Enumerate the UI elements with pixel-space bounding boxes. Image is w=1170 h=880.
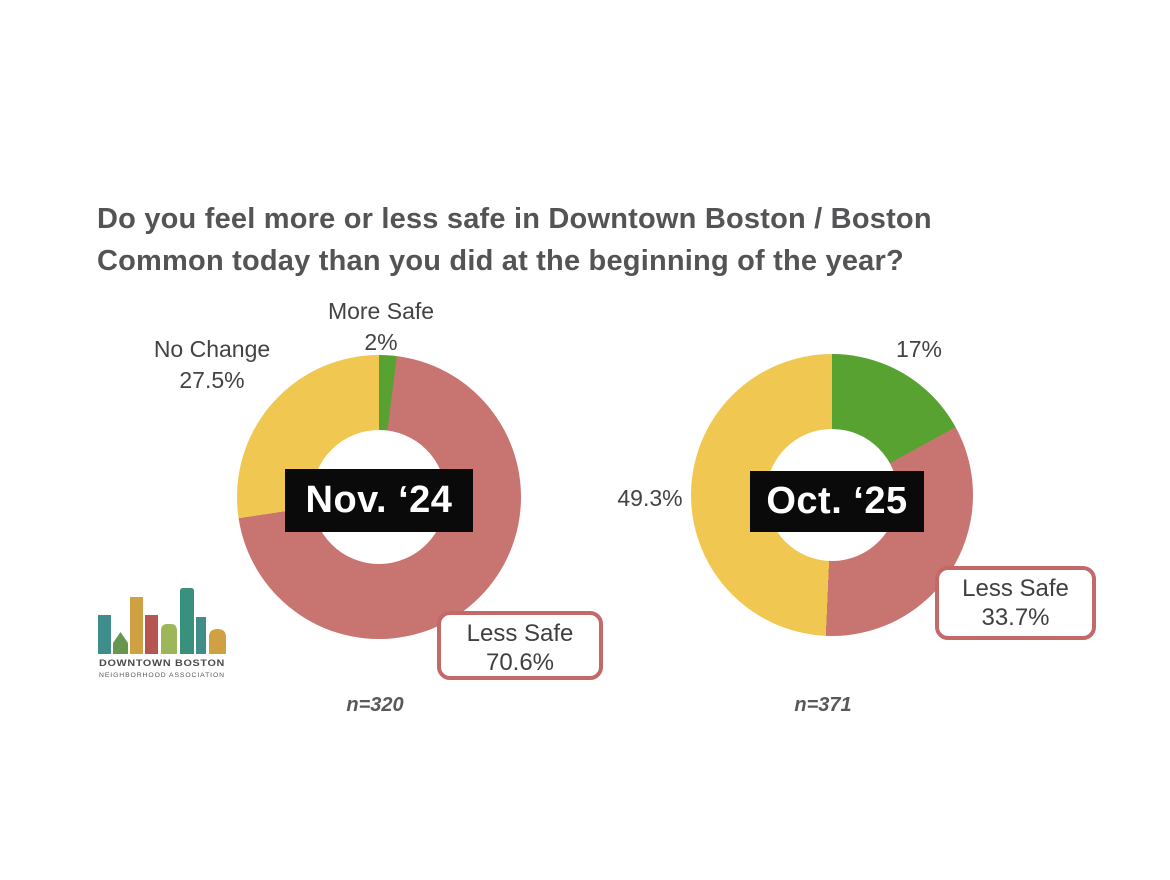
logo-bar-icon — [130, 597, 143, 654]
logo-bar-icon — [209, 629, 226, 654]
logo-bar-icon — [145, 615, 158, 654]
label-no-change-nov24-value: 27.5% — [179, 367, 245, 393]
label-no-change-nov24: No Change 27.5% — [126, 334, 298, 396]
logo-bar-icon — [161, 624, 177, 654]
callout-less-safe-oct25-name: Less Safe — [962, 575, 1069, 602]
dbna-logo: DOWNTOWN BOSTON NEIGHBORHOOD ASSOCIATION — [98, 588, 226, 679]
sample-size-nov24: n=320 — [346, 694, 404, 716]
sample-size-oct25: n=371 — [794, 694, 852, 716]
logo-house-icon — [113, 632, 128, 654]
page-title-line2: Common today than you did at the beginni… — [97, 245, 904, 277]
callout-less-safe-nov24: Less Safe 70.6% — [437, 611, 603, 680]
label-no-change-oct25: 49.3% — [596, 483, 704, 514]
label-more-safe-oct25-value: 17% — [895, 336, 943, 362]
label-no-change-nov24-name: No Change — [153, 336, 271, 362]
label-more-safe-nov24-value: 2% — [364, 329, 398, 355]
callout-less-safe-oct25: Less Safe 33.7% — [935, 566, 1096, 640]
logo-title: DOWNTOWN BOSTON — [99, 658, 225, 669]
center-label-oct25: Oct. ‘25 — [750, 471, 924, 532]
logo-bar-icon — [98, 615, 111, 654]
label-more-safe-nov24-name: More Safe — [327, 298, 435, 324]
callout-less-safe-oct25-value: 33.7% — [981, 604, 1050, 631]
callout-less-safe-nov24-value: 70.6% — [485, 649, 555, 676]
center-label-oct25-text: Oct. ‘25 — [766, 480, 908, 522]
center-label-nov24-text: Nov. ‘24 — [305, 479, 453, 521]
label-more-safe-nov24: More Safe 2% — [296, 296, 466, 358]
callout-less-safe-nov24-name: Less Safe — [466, 620, 574, 647]
label-more-safe-oct25: 17% — [877, 334, 961, 365]
page-title: Do you feel more or less safe in Downtow… — [97, 198, 1047, 282]
center-label-nov24: Nov. ‘24 — [285, 469, 473, 532]
logo-bar-icon — [196, 617, 206, 654]
label-no-change-oct25-value: 49.3% — [617, 485, 683, 511]
logo-subtitle: NEIGHBORHOOD ASSOCIATION — [99, 673, 225, 679]
page-title-line1: Do you feel more or less safe in Downtow… — [97, 203, 932, 235]
logo-bar-icon — [180, 588, 194, 654]
